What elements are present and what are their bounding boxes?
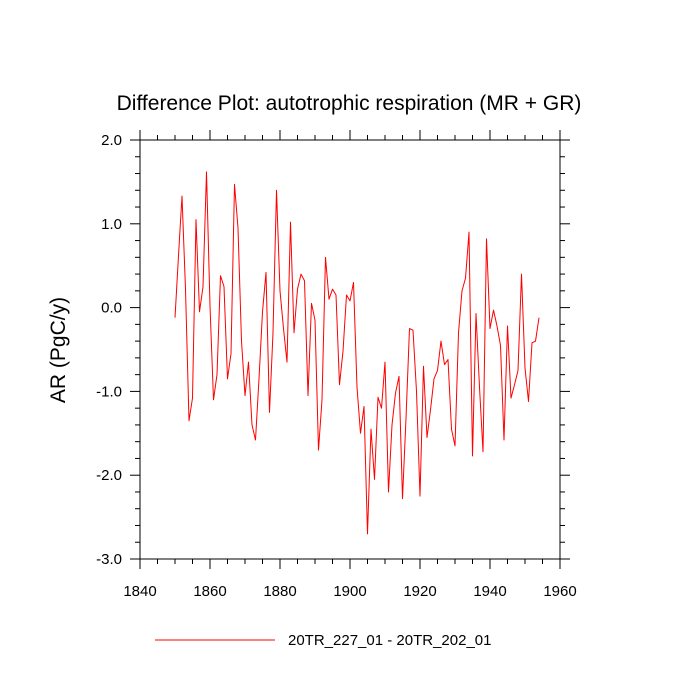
x-tick-label: 1860 — [193, 583, 226, 600]
x-tick-label: 1960 — [543, 583, 576, 600]
series-line-20tr-227-01-20tr-202-01 — [174, 171, 540, 535]
plot-frame — [139, 139, 561, 560]
legend: 20TR_227_01 - 20TR_202_01 — [155, 632, 491, 649]
chart-title: Difference Plot: autotrophic respiration… — [117, 92, 582, 115]
y-tick-label: 1.0 — [101, 216, 122, 233]
x-tick-label: 1880 — [263, 583, 296, 600]
y-tick-label: 0.0 — [101, 300, 122, 317]
tick-labels: 1840 1860 1880 1900 1920 1940 1960 -3.0 -2.0 -1.0… — [96, 132, 577, 600]
y-tick-label: 2.0 — [101, 132, 122, 149]
y-tick-label: -1.0 — [96, 383, 122, 400]
x-tick-label: 1900 — [333, 583, 366, 600]
series-lines — [174, 171, 540, 535]
x-tick-label: 1840 — [123, 583, 156, 600]
y-tick-label: -2.0 — [96, 467, 122, 484]
tick-marks — [130, 130, 570, 569]
y-axis-label: AR (PgC/y) — [47, 297, 70, 403]
x-tick-label: 1940 — [473, 583, 506, 600]
legend-label: 20TR_227_01 - 20TR_202_01 — [288, 632, 491, 649]
x-tick-label: 1920 — [403, 583, 436, 600]
y-tick-label: -3.0 — [96, 551, 122, 568]
